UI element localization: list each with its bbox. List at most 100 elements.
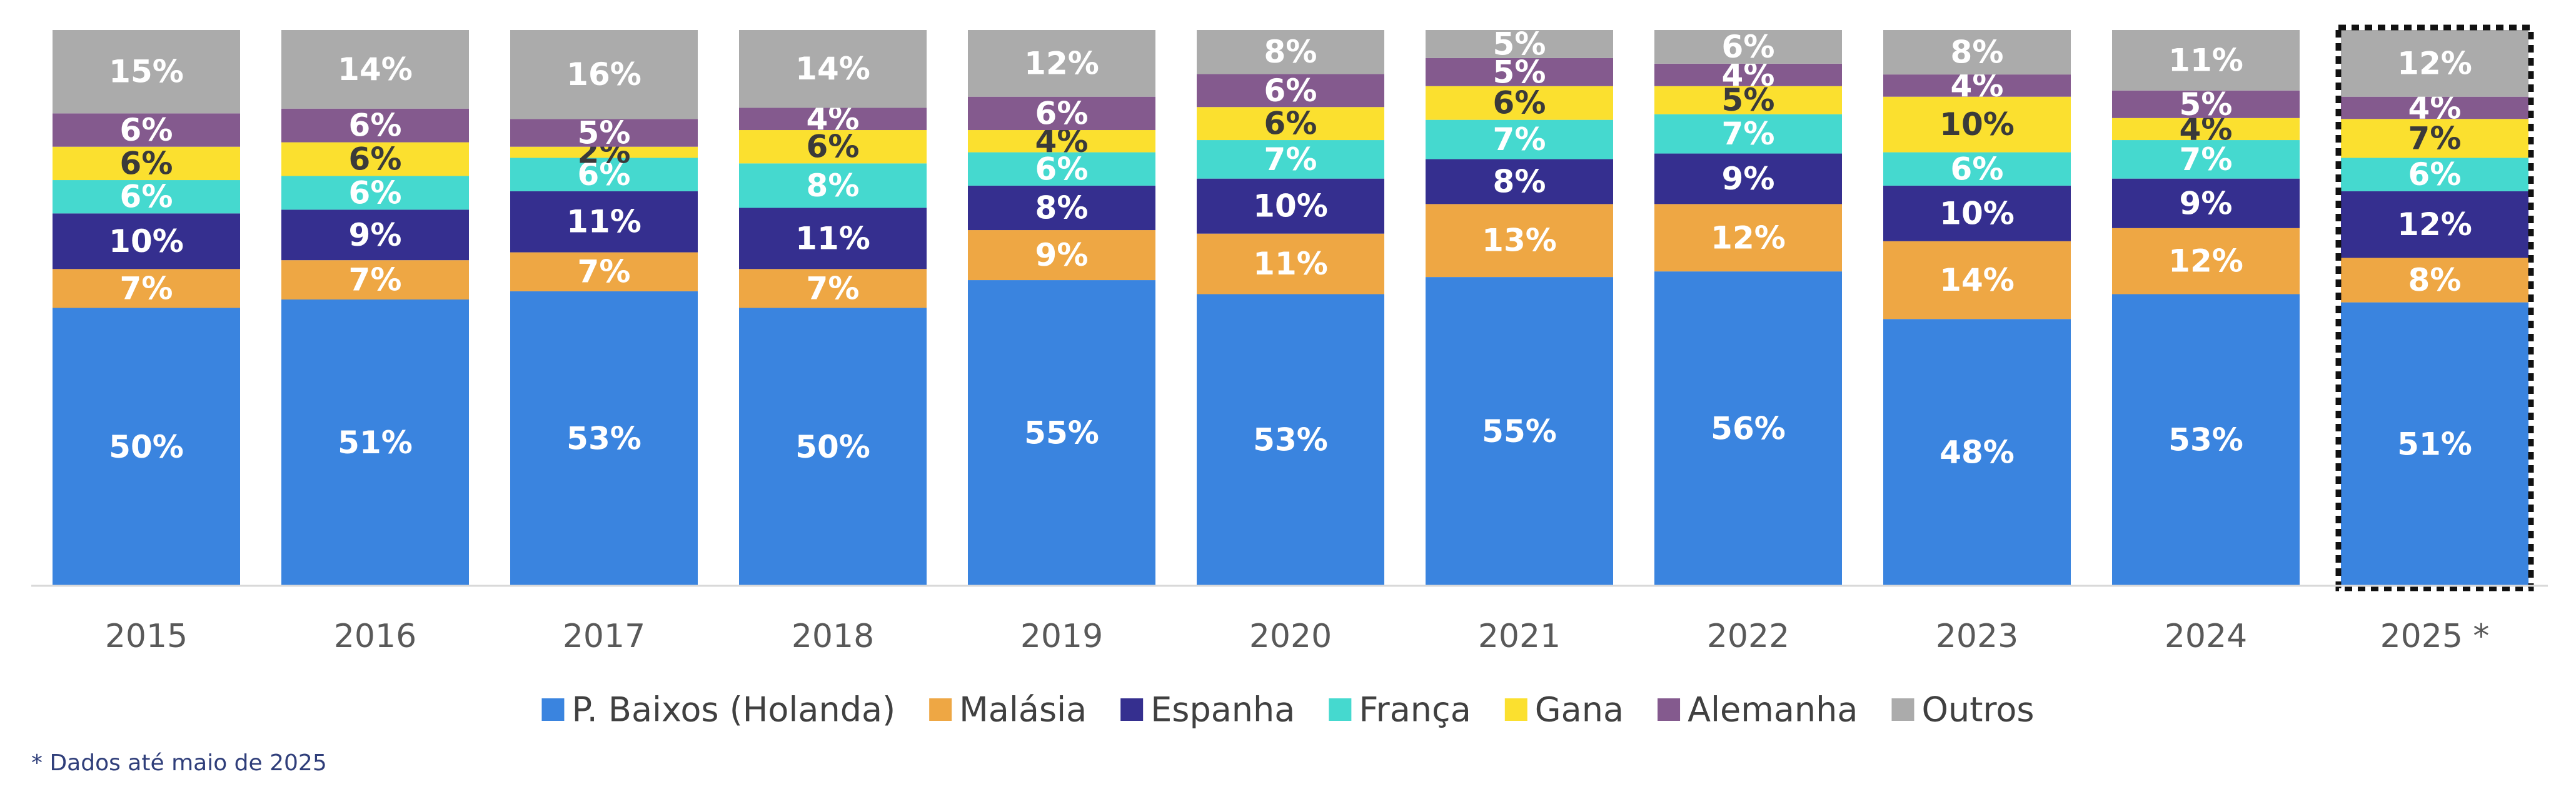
- bar-segment: [968, 30, 1155, 97]
- bar-segment: [1883, 74, 2071, 97]
- legend-item: P. Baixos (Holanda): [541, 690, 895, 730]
- bars-group: 50%7%10%6%6%6%15%51%7%9%6%6%6%14%53%7%11…: [53, 24, 2534, 591]
- bar-segment: [968, 280, 1155, 586]
- bar-segment: [1654, 204, 1842, 272]
- legend-label: França: [1359, 690, 1471, 730]
- legend-item: Outros: [1891, 690, 2035, 730]
- bar-segment: [1883, 185, 2071, 241]
- data-label: 50%: [795, 429, 870, 465]
- bar-segment: [2341, 30, 2528, 97]
- data-label: 6%: [120, 112, 173, 148]
- x-tick-label: 2020: [1249, 618, 1332, 655]
- data-label: 10%: [1940, 106, 2015, 143]
- legend-swatch: [1329, 698, 1352, 721]
- data-label: 7%: [2180, 141, 2233, 178]
- x-tick-label: 2015: [105, 618, 188, 655]
- data-label: 6%: [349, 108, 402, 144]
- bar-segment: [281, 30, 469, 109]
- data-label: 6%: [807, 129, 860, 165]
- data-label: 5%: [1722, 82, 1775, 118]
- data-label: 10%: [109, 223, 184, 259]
- legend-swatch: [1504, 698, 1527, 721]
- data-label: 50%: [109, 429, 184, 465]
- data-label: 11%: [566, 204, 641, 240]
- data-label: 8%: [1264, 34, 1317, 70]
- data-label: 53%: [2168, 422, 2243, 458]
- bar-segment: [510, 191, 698, 253]
- footnote: * Dados até maio de 2025: [31, 750, 327, 776]
- data-label: 6%: [1264, 73, 1317, 109]
- legend-label: Gana: [1535, 690, 1624, 730]
- bar-segment: [1197, 294, 1384, 586]
- bar-segment: [739, 208, 927, 269]
- bar-segment: [53, 113, 240, 147]
- bar-segment: [53, 180, 240, 214]
- data-label: 7%: [807, 270, 860, 306]
- bar-segment: [1654, 153, 1842, 204]
- legend-item: França: [1329, 690, 1471, 730]
- bar-segment: [1883, 30, 2071, 75]
- highlight-frame: [2335, 24, 2534, 591]
- bar-segment: [510, 158, 698, 191]
- data-label: 7%: [2408, 120, 2462, 156]
- data-label: 8%: [2408, 262, 2462, 298]
- data-label: 9%: [2180, 185, 2233, 221]
- bar-segment: [1654, 30, 1842, 64]
- bar-segment: [281, 260, 469, 300]
- bar-segment: [1654, 86, 1842, 114]
- x-tick-label: 2019: [1020, 618, 1103, 655]
- x-tick-label: 2024: [2165, 618, 2247, 655]
- bar-segment: [510, 252, 698, 291]
- data-label: 12%: [1711, 219, 1786, 256]
- data-label: 7%: [1722, 116, 1775, 152]
- data-label: 8%: [1035, 189, 1089, 226]
- data-label: 15%: [109, 54, 184, 90]
- data-label: 13%: [1482, 223, 1557, 259]
- data-label: 51%: [338, 425, 413, 461]
- data-label: 11%: [1253, 246, 1328, 282]
- legend: P. Baixos (Holanda) Malásia Espanha França G…: [541, 690, 2035, 730]
- bar-segment: [2112, 30, 2300, 91]
- data-label: 5%: [1493, 54, 1546, 90]
- x-tick-label: 2016: [334, 618, 416, 655]
- data-label: 6%: [1493, 85, 1546, 121]
- data-label: 7%: [349, 262, 402, 298]
- bar-segment: [2341, 119, 2528, 158]
- bar-segment: [1426, 159, 1613, 204]
- bar-segment: [1426, 204, 1613, 278]
- data-label: 6%: [349, 174, 402, 211]
- data-label: 12%: [2397, 45, 2472, 81]
- legend-label: Outros: [1921, 690, 2034, 730]
- data-label: 5%: [1493, 26, 1546, 62]
- legend-item: Malásia: [929, 690, 1087, 730]
- data-label: 9%: [1722, 161, 1775, 197]
- legend-swatch: [1891, 698, 1914, 721]
- x-tick-label: 2023: [1936, 618, 2018, 655]
- data-label: 8%: [807, 168, 860, 204]
- bar-segment: [2112, 90, 2300, 118]
- x-tick-label: 2018: [792, 618, 874, 655]
- x-tick-labels: 2015 2016 2017 2018 2019 2020 2021 2022 2023 2024…: [105, 618, 2490, 655]
- data-label: 10%: [1253, 188, 1328, 224]
- data-label: 5%: [2180, 86, 2233, 123]
- bar-segment: [739, 108, 927, 131]
- data-label: 6%: [120, 179, 173, 215]
- data-label: 6%: [1264, 106, 1317, 142]
- bar-segment: [510, 146, 698, 158]
- bar-segment: [2112, 228, 2300, 294]
- bar-segment: [968, 96, 1155, 131]
- legend-swatch: [1120, 698, 1144, 721]
- bar-segment: [1883, 319, 2071, 586]
- legend-item: Alemanha: [1658, 690, 1858, 730]
- bar-segment: [968, 152, 1155, 186]
- data-label: 55%: [1024, 415, 1099, 451]
- bar-segment: [1654, 271, 1842, 586]
- bar-segment: [1654, 63, 1842, 86]
- data-label: 6%: [1951, 151, 2004, 187]
- bar-segment: [2341, 158, 2528, 191]
- bar-segment: [1426, 119, 1613, 159]
- legend-label: Espanha: [1150, 690, 1295, 730]
- bar-segment: [2341, 191, 2528, 258]
- bar-segment: [968, 130, 1155, 153]
